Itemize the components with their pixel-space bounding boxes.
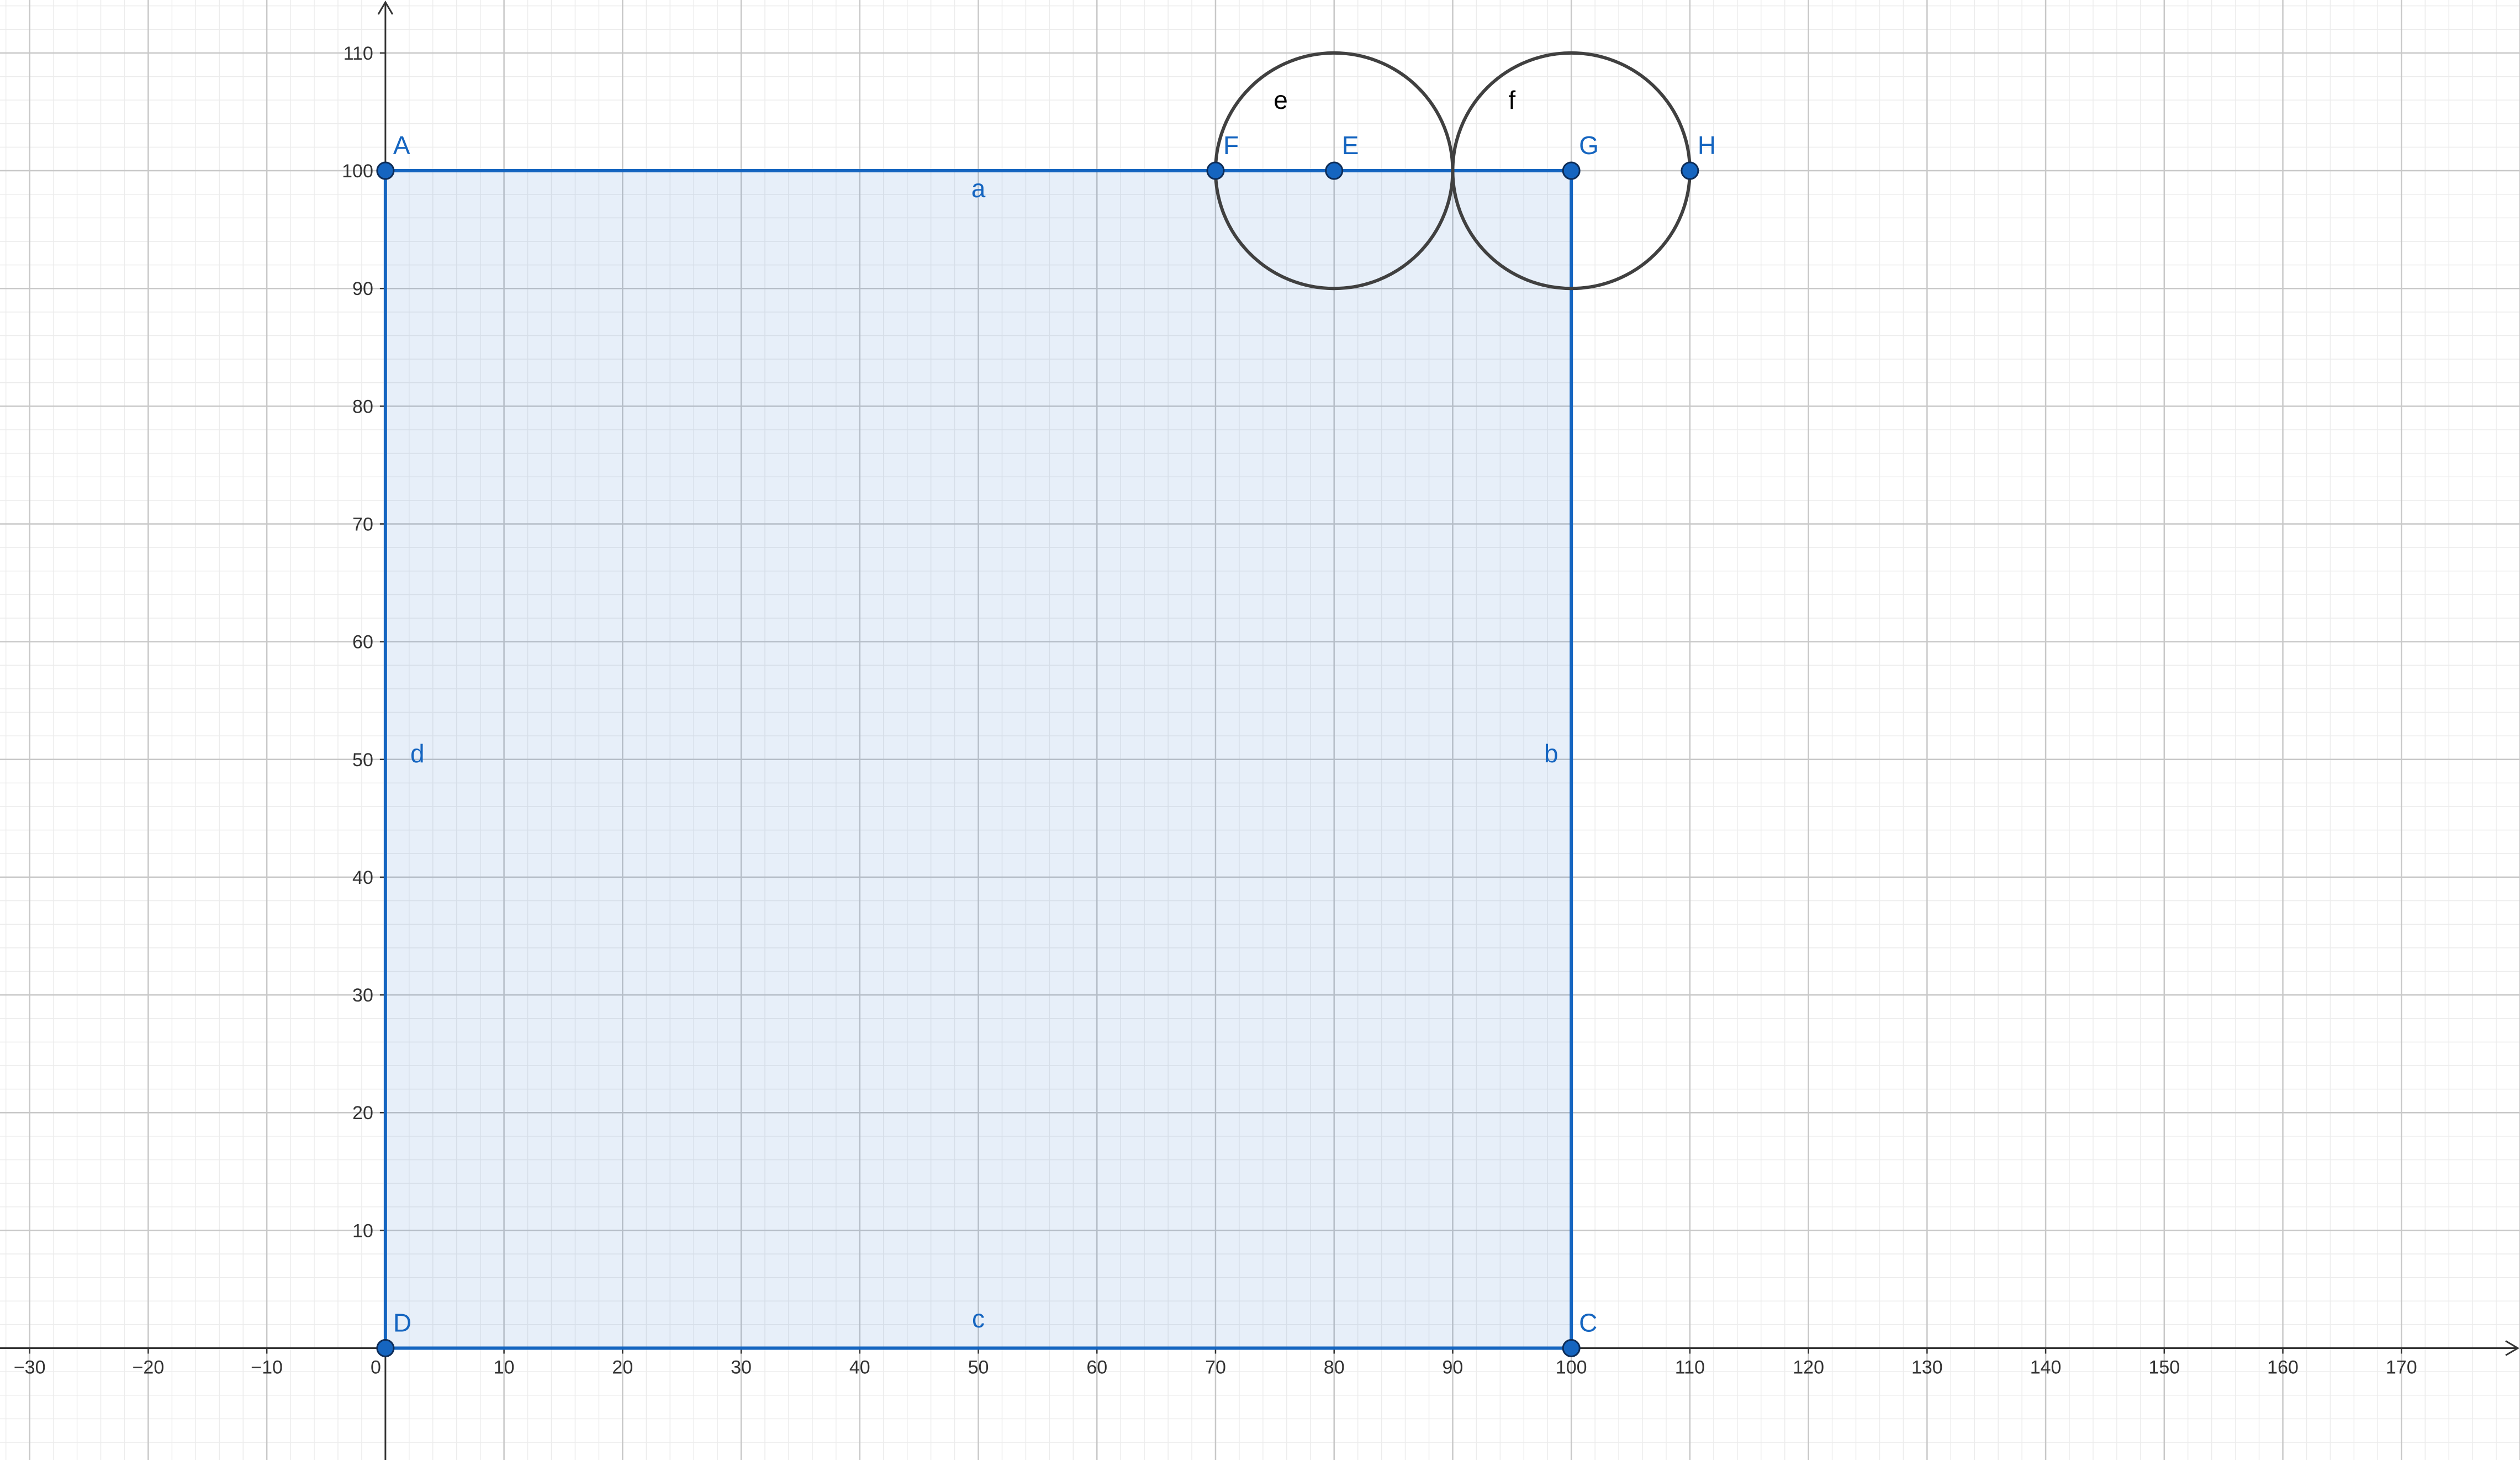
- point-label-D: D: [393, 1309, 411, 1337]
- y-tick-label: 60: [352, 632, 373, 653]
- x-tick-label: 90: [1443, 1357, 1464, 1378]
- x-tick-label: 110: [1675, 1357, 1705, 1378]
- point-label-G: G: [1579, 131, 1599, 160]
- segment-label-b: b: [1544, 739, 1559, 768]
- y-tick-label: 110: [344, 43, 373, 64]
- x-tick-label: 20: [612, 1357, 633, 1378]
- point-H[interactable]: [1681, 161, 1699, 180]
- x-tick-label: 0: [371, 1357, 381, 1378]
- point-label-F: F: [1223, 131, 1239, 160]
- square-fill[interactable]: [385, 171, 1572, 1348]
- point-G[interactable]: [1562, 161, 1581, 180]
- point-label-A: A: [393, 131, 410, 160]
- y-tick-label: 30: [352, 985, 373, 1006]
- y-tick-label: 50: [352, 750, 373, 771]
- x-tick-label: 40: [849, 1357, 870, 1378]
- x-axis-arrow: [2505, 1340, 2519, 1356]
- x-tick-label: 60: [1086, 1357, 1107, 1378]
- x-tick-label: 70: [1205, 1357, 1226, 1378]
- point-label-E: E: [1342, 131, 1359, 160]
- point-A[interactable]: [376, 161, 395, 180]
- circle-label-e: e: [1274, 86, 1288, 114]
- y-tick-label: 10: [352, 1220, 373, 1241]
- y-axis-arrow: [377, 1, 394, 15]
- points[interactable]: [376, 161, 1699, 1358]
- x-tick-label: 80: [1324, 1357, 1345, 1378]
- x-tick-label: 130: [1911, 1357, 1943, 1378]
- circle-label-f: f: [1508, 86, 1515, 114]
- x-tick-label: −30: [14, 1357, 46, 1378]
- x-tick-label: 120: [1793, 1357, 1824, 1378]
- point-D[interactable]: [376, 1339, 395, 1358]
- x-tick-label: 170: [2386, 1357, 2417, 1378]
- y-tick-label: 20: [352, 1103, 373, 1124]
- square-polygon[interactable]: [383, 169, 1573, 1350]
- object-labels: a b c d e f A C D E F G H: [393, 86, 1716, 1337]
- point-label-H: H: [1698, 131, 1716, 160]
- point-F[interactable]: [1206, 161, 1225, 180]
- segment-label-d: d: [410, 739, 425, 768]
- x-tick-label: 50: [968, 1357, 989, 1378]
- y-tick-label: 80: [352, 396, 373, 417]
- x-tick-label: −10: [251, 1357, 283, 1378]
- tick-labels: −30 −20 −10 0 10 20 30 40 50 60 70 80 90 100 110 120 130…: [14, 43, 2417, 1378]
- segment-label-a: a: [971, 174, 986, 203]
- x-tick-label: 100: [1556, 1357, 1587, 1378]
- x-tick-label: 150: [2148, 1357, 2180, 1378]
- y-tick-label: 90: [352, 278, 373, 299]
- x-tick-label: 140: [2030, 1357, 2062, 1378]
- y-tick-label: 100: [342, 161, 373, 182]
- x-tick-label: 30: [731, 1357, 752, 1378]
- point-label-C: C: [1579, 1309, 1597, 1337]
- y-tick-label: 70: [352, 514, 373, 535]
- x-tick-label: −20: [133, 1357, 165, 1378]
- x-tick-label: 160: [2267, 1357, 2299, 1378]
- y-tick-label: 40: [352, 867, 373, 888]
- x-tick-label: 10: [494, 1357, 515, 1378]
- point-C[interactable]: [1562, 1339, 1581, 1358]
- segment-label-c: c: [972, 1304, 985, 1333]
- point-E[interactable]: [1325, 161, 1344, 180]
